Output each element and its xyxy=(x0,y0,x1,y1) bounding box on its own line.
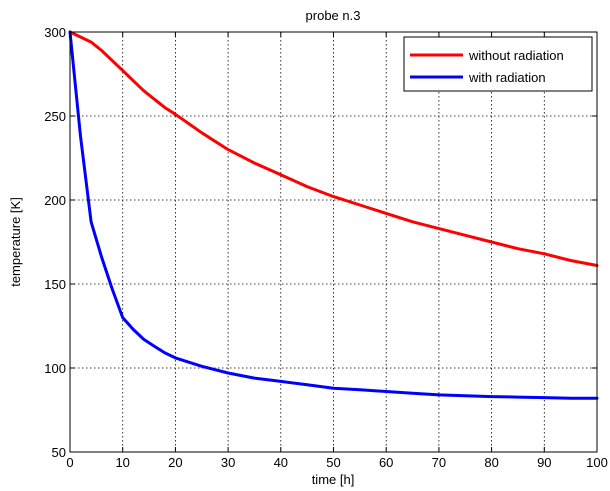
y-tick-label: 250 xyxy=(44,109,66,124)
x-tick-label: 100 xyxy=(586,455,608,470)
x-tick-label: 0 xyxy=(66,455,73,470)
legend-box xyxy=(403,36,593,92)
series-line-with-radiation xyxy=(68,30,599,400)
y-tick-label: 100 xyxy=(44,361,66,376)
y-tick-label: 150 xyxy=(44,277,66,292)
legend: without radiation with radiation xyxy=(403,36,593,92)
y-tick-label: 200 xyxy=(44,193,66,208)
x-tick-label: 10 xyxy=(115,455,129,470)
x-tick-label: 40 xyxy=(274,455,288,470)
ticks: 0 10 20 30 40 50 60 70 80 90 100 50 100 150 200 250 300 xyxy=(44,25,608,470)
y-tick-label: 50 xyxy=(52,445,66,460)
x-tick-label: 80 xyxy=(484,455,498,470)
x-tick-label: 20 xyxy=(168,455,182,470)
legend-label-without-radiation: without radiation xyxy=(468,48,564,63)
x-tick-label: 30 xyxy=(221,455,235,470)
x-tick-label: 50 xyxy=(326,455,340,470)
x-tick-label: 60 xyxy=(379,455,393,470)
series-line-without-radiation xyxy=(68,30,599,267)
y-tick-label: 300 xyxy=(44,25,66,40)
legend-label-with-radiation: with radiation xyxy=(468,70,546,85)
x-tick-label: 70 xyxy=(432,455,446,470)
x-axis-label: time [h] xyxy=(312,472,355,487)
x-tick-label: 90 xyxy=(537,455,551,470)
y-axis-label: temperature [K] xyxy=(8,197,23,287)
chart-title: probe n.3 xyxy=(306,8,361,23)
series-group xyxy=(68,30,599,400)
